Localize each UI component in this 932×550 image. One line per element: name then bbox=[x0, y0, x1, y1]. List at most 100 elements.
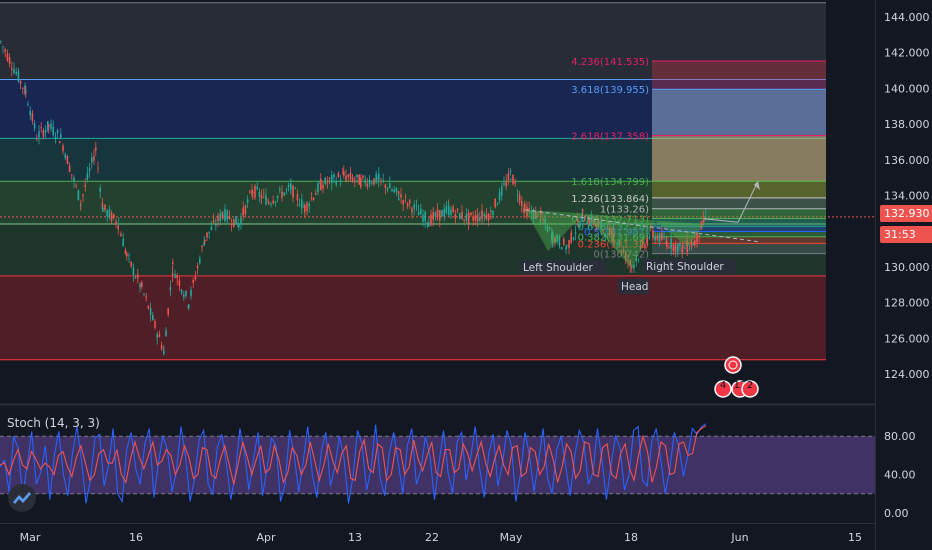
candle-body bbox=[64, 154, 66, 158]
stoch-title[interactable]: Stoch (14, 3, 3) bbox=[7, 416, 100, 430]
event-count: 12 bbox=[734, 380, 747, 391]
price-tick: 124.000 bbox=[884, 368, 930, 381]
candle-body bbox=[68, 165, 71, 172]
candle-body bbox=[224, 208, 226, 222]
candle-body bbox=[124, 250, 127, 254]
candle-body bbox=[201, 246, 203, 248]
candle-body bbox=[682, 244, 684, 248]
candle-body bbox=[339, 179, 342, 182]
candle-body bbox=[167, 308, 169, 315]
candle-body bbox=[474, 215, 477, 221]
candle-body bbox=[364, 179, 366, 184]
axes: 144.000 142.000 140.000 138.000 136.000 134.0… bbox=[20, 11, 930, 544]
candle-body bbox=[609, 227, 611, 236]
candle-body bbox=[646, 238, 648, 245]
candle-body bbox=[528, 208, 530, 212]
candle-body bbox=[324, 177, 326, 184]
neckline bbox=[524, 209, 761, 243]
flag-icon bbox=[724, 356, 742, 374]
candle-body bbox=[149, 308, 152, 315]
candle-body bbox=[249, 191, 251, 193]
candle-body bbox=[654, 236, 656, 241]
candle-body bbox=[93, 156, 95, 161]
candle-body bbox=[267, 200, 269, 202]
candle-body bbox=[183, 294, 185, 297]
flag-inner bbox=[728, 360, 738, 370]
candle-body bbox=[402, 200, 404, 205]
candle-body bbox=[240, 217, 242, 225]
candle-body bbox=[494, 198, 496, 208]
candle-body bbox=[426, 222, 429, 225]
candle-body bbox=[40, 127, 42, 129]
fib-band bbox=[652, 231, 826, 237]
candle-body bbox=[99, 187, 101, 192]
candle-body bbox=[516, 194, 519, 196]
event-markers[interactable]: 4 12 2 bbox=[714, 356, 759, 398]
candle-body bbox=[479, 217, 481, 221]
stoch-tick: 40.00 bbox=[884, 469, 916, 482]
candle-body bbox=[518, 194, 521, 203]
candle-body bbox=[684, 248, 686, 250]
candle-body bbox=[351, 177, 354, 182]
candle-body bbox=[375, 173, 377, 183]
candle-body bbox=[507, 173, 510, 181]
stoch-%D bbox=[0, 425, 707, 485]
candle-body bbox=[180, 289, 183, 293]
date-tick: 18 bbox=[624, 531, 638, 544]
candle-body bbox=[672, 244, 675, 251]
candle-body bbox=[360, 177, 362, 188]
price-tick: 142.000 bbox=[884, 47, 930, 60]
candle-body bbox=[666, 241, 668, 248]
candle-body bbox=[593, 219, 595, 225]
candle-body bbox=[551, 233, 553, 241]
candle-body bbox=[397, 191, 400, 195]
candle-body bbox=[514, 181, 516, 184]
candle-body bbox=[417, 211, 420, 216]
candle-body bbox=[565, 247, 567, 250]
candle-body bbox=[145, 296, 147, 298]
date-tick: Apr bbox=[256, 531, 276, 544]
candle-body bbox=[66, 155, 69, 165]
head-label: Head bbox=[621, 281, 648, 293]
candle-body bbox=[613, 234, 615, 237]
candle-body bbox=[560, 247, 563, 250]
candle-body bbox=[406, 203, 409, 207]
zone bbox=[0, 2, 826, 80]
candle-body bbox=[333, 174, 335, 178]
candle-body bbox=[677, 244, 679, 253]
candle-body bbox=[496, 204, 499, 206]
candle-body bbox=[663, 236, 665, 238]
left-shoulder-label: Left Shoulder bbox=[523, 262, 594, 274]
candle-body bbox=[498, 191, 501, 200]
candle-body bbox=[11, 68, 13, 70]
candle-body bbox=[661, 233, 663, 240]
fib-band bbox=[652, 89, 826, 136]
candle-body bbox=[331, 175, 333, 184]
candle-body bbox=[459, 213, 461, 219]
candle-body bbox=[539, 220, 541, 222]
arrow-head bbox=[754, 181, 760, 191]
candle-body bbox=[50, 123, 52, 129]
candle-body bbox=[294, 188, 296, 190]
candle-body bbox=[97, 167, 99, 169]
candle-body bbox=[315, 193, 317, 195]
candle-body bbox=[204, 239, 206, 242]
candle-body bbox=[428, 222, 430, 227]
candle-body bbox=[526, 207, 528, 217]
candle-body bbox=[226, 210, 228, 220]
candle-body bbox=[558, 237, 561, 246]
projection-arrow bbox=[703, 181, 759, 223]
candle-body bbox=[347, 174, 349, 177]
candle-body bbox=[409, 199, 411, 204]
candle-body bbox=[656, 236, 659, 240]
candle-body bbox=[629, 260, 631, 266]
candle-body bbox=[279, 188, 281, 191]
fib-band bbox=[652, 208, 826, 219]
candle-body bbox=[702, 216, 705, 223]
candle-body bbox=[700, 221, 703, 230]
candle-body bbox=[618, 241, 620, 246]
candle-body bbox=[532, 209, 535, 219]
candle-body bbox=[420, 208, 422, 215]
tradingview-logo-icon[interactable] bbox=[8, 484, 36, 512]
